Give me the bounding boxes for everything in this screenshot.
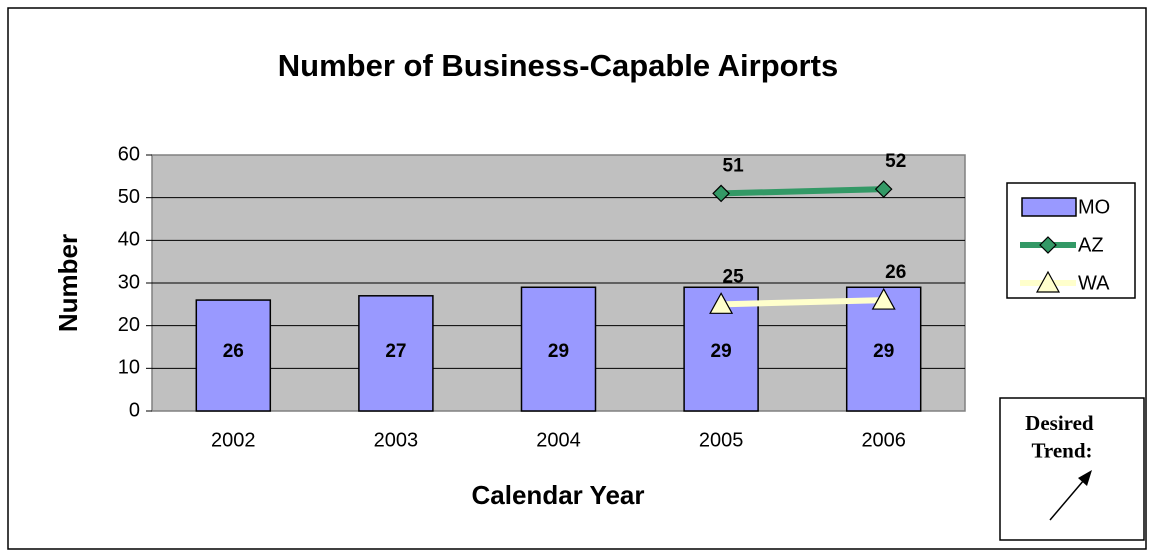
data-label: 52 [885, 151, 906, 172]
bar [358, 295, 434, 412]
y-tick-label: 10 [118, 357, 140, 379]
data-label: 26 [223, 341, 244, 362]
x-axis-title: Calendar Year [472, 480, 645, 510]
legend-label: AZ [1078, 234, 1104, 256]
annotation: Desired Trend: [1025, 411, 1099, 462]
legend-label: WA [1078, 272, 1110, 294]
data-label: 27 [385, 341, 406, 362]
bar [195, 299, 272, 412]
y-tick-label: 0 [129, 399, 140, 421]
x-tick-label: 2006 [861, 429, 906, 451]
data-label: 29 [873, 341, 894, 362]
legend-label: MO [1078, 196, 1110, 218]
data-label: 51 [723, 155, 745, 176]
data-label: 29 [711, 341, 732, 362]
y-tick-label: 60 [118, 143, 140, 165]
data-label: 29 [548, 341, 569, 362]
bar [520, 286, 597, 412]
legend-swatch [1021, 197, 1077, 217]
data-label: 26 [885, 262, 906, 283]
line [721, 186, 884, 197]
y-tick-label: 20 [118, 314, 140, 336]
y-tick-label: 40 [118, 229, 140, 251]
trend-arrow [1049, 479, 1085, 521]
point [871, 287, 896, 310]
data-label: 25 [723, 266, 745, 287]
y-tick-label: 30 [118, 271, 140, 293]
legend-marker [1039, 236, 1057, 254]
x-tick-label: 2003 [374, 429, 419, 451]
point [712, 184, 730, 203]
y-axis-title: Number [53, 234, 83, 332]
line [721, 297, 884, 308]
annotation-box [999, 397, 1145, 541]
annotation-line: Trend: [1031, 438, 1092, 462]
point [709, 292, 734, 314]
point [874, 180, 893, 198]
trend-arrowhead [1078, 470, 1092, 486]
x-tick-label: 2005 [699, 429, 744, 451]
chart-title: Number of Business-Capable Airports [278, 48, 838, 83]
legend-marker [1035, 270, 1061, 293]
x-tick-label: 2002 [211, 429, 256, 451]
x-tick-label: 2004 [536, 429, 581, 451]
annotation-line: Desired [1025, 411, 1094, 435]
y-tick-label: 50 [118, 186, 140, 208]
